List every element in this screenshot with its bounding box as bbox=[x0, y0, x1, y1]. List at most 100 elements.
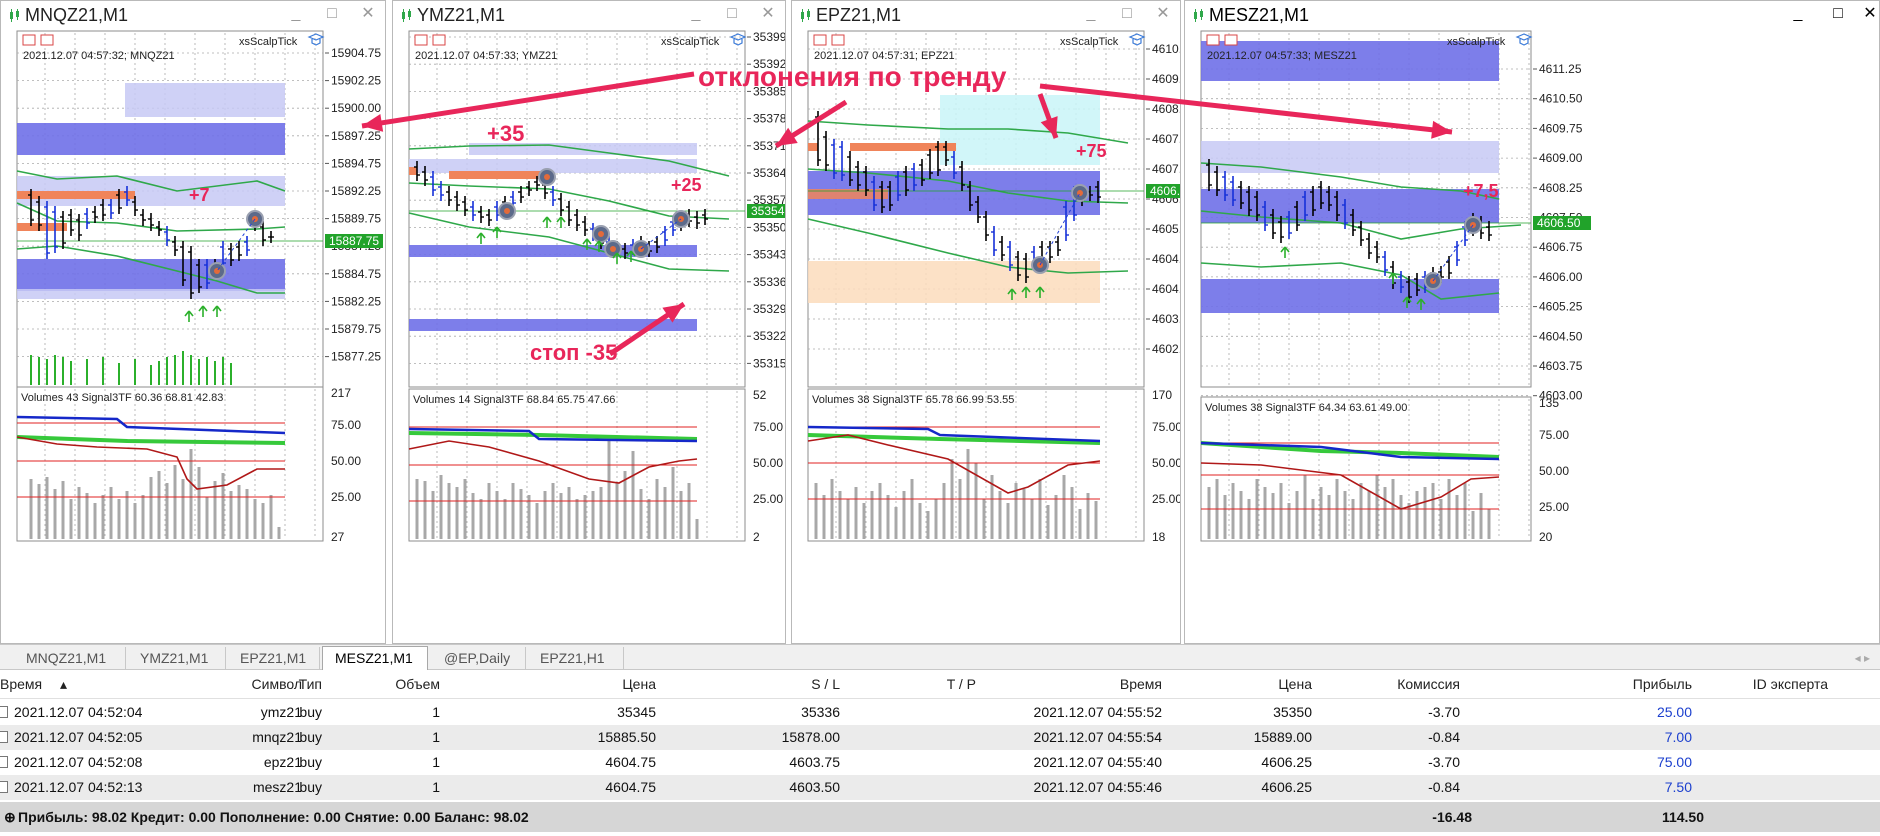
buy-signal-arrow-icon bbox=[476, 232, 486, 244]
window-titlebar[interactable]: EPZ21,M1 _ □ ✕ bbox=[792, 1, 1180, 29]
cell-close-price: 15889.00 bbox=[1253, 729, 1312, 745]
bollinger-line bbox=[807, 120, 1129, 144]
price-axis-label: 15894.75 bbox=[331, 156, 381, 170]
close-button[interactable]: ✕ bbox=[361, 5, 375, 22]
window-titlebar[interactable]: MESZ21,M1 _ □ ✕ bbox=[1185, 1, 1879, 29]
trade-marker-center bbox=[1077, 190, 1083, 196]
header-symbol[interactable]: Символ bbox=[251, 676, 302, 692]
indicator-axis-label: 25.00 bbox=[1539, 500, 1569, 514]
price-zone-band bbox=[17, 289, 285, 299]
minimize-button[interactable]: _ bbox=[1793, 5, 1803, 22]
chart-window-ymz21[interactable]: YMZ21,M1 _ □ ✕ 2021.12.07 04:57:33; YMZ2… bbox=[392, 0, 786, 644]
indicator-axis-label: 50.00 bbox=[753, 456, 783, 470]
cell-sl: 15878.00 bbox=[781, 729, 840, 745]
signal-line-darkred bbox=[408, 440, 698, 484]
chart-caption: 2021.12.07 04:57:32; MNQZ21 bbox=[23, 50, 175, 62]
tab-mnqz21-m1[interactable]: MNQZ21,M1 bbox=[14, 647, 126, 669]
price-axis-label: 35336 bbox=[753, 275, 786, 289]
indicator-name: xsScalpTick bbox=[1447, 36, 1506, 48]
window-titlebar[interactable]: MNQZ21,M1 _ □ ✕ bbox=[1, 1, 385, 29]
chart-window-mnqz21[interactable]: MNQZ21,M1 _ □ ✕ 2021.12.07 04:57:32; MNQ… bbox=[0, 0, 386, 644]
header-close-time[interactable]: Время bbox=[1119, 676, 1162, 692]
buy-signal-arrow-icon bbox=[1402, 296, 1412, 308]
table-row[interactable]: 2021.12.07 04:52:04 ymz21 buy 1 35345 35336 20… bbox=[0, 700, 1880, 725]
header-time[interactable]: Время bbox=[0, 676, 43, 692]
price-axis-label: 35364 bbox=[753, 166, 786, 180]
graduation-cap-icon bbox=[1515, 33, 1533, 46]
price-axis-label: 35357 bbox=[753, 193, 786, 207]
price-axis-label: 35378 bbox=[753, 112, 786, 126]
header-expert-id[interactable]: ID эксперта bbox=[1752, 676, 1828, 692]
cell-profit: 7.00 bbox=[1664, 729, 1692, 745]
indicator-axis-label: 217 bbox=[331, 386, 351, 400]
header-tp[interactable]: T / P bbox=[946, 676, 976, 692]
minimize-button[interactable]: _ bbox=[691, 5, 701, 22]
indicator-axis-label: 25.00 bbox=[331, 490, 361, 504]
indicator-axis-label: 50.00 bbox=[331, 454, 361, 468]
order-level-band bbox=[17, 223, 67, 231]
maximize-button[interactable]: □ bbox=[1833, 5, 1843, 22]
deal-document-icon bbox=[0, 731, 8, 743]
candlestick-icon bbox=[1194, 9, 1203, 22]
indicator-name: xsScalpTick bbox=[1060, 36, 1119, 48]
price-axis-label: 4609.25 bbox=[1152, 72, 1181, 86]
tab-scroll-arrows[interactable]: ◂ ▸ bbox=[1854, 651, 1870, 665]
window-titlebar[interactable]: YMZ21,M1 _ □ ✕ bbox=[393, 1, 785, 29]
price-axis-label: 35385 bbox=[753, 84, 786, 98]
profit-annotation: +7,5 bbox=[1463, 181, 1499, 201]
tab-epz21-h1[interactable]: EPZ21,H1 bbox=[528, 647, 624, 669]
close-button[interactable]: ✕ bbox=[1156, 5, 1170, 22]
price-axis-label: 4607.00 bbox=[1152, 162, 1181, 176]
current-price-label: 4606.50 bbox=[1150, 184, 1181, 198]
table-row[interactable]: 2021.12.07 04:52:13 mesz21 buy 1 4604.75 4603… bbox=[0, 775, 1880, 800]
sort-ascending-icon[interactable]: ▴ bbox=[60, 676, 68, 692]
table-row[interactable]: 2021.12.07 04:52:05 mnqz21 buy 1 15885.50 158… bbox=[0, 725, 1880, 750]
profit-annotation-large: +35 bbox=[487, 121, 524, 146]
chart-canvas[interactable]: 2021.12.07 04:57:31; EPZ21 xsScalpTick 461… bbox=[792, 29, 1181, 644]
graduation-cap-icon bbox=[729, 33, 747, 46]
price-zone-band bbox=[1201, 141, 1499, 173]
header-profit[interactable]: Прибыль bbox=[1632, 676, 1692, 692]
indicator-caption: Volumes 38 Signal3TF 64.34 63.61 49.00 bbox=[1205, 402, 1407, 414]
cell-commission: -0.84 bbox=[1428, 779, 1460, 795]
cell-volume: 1 bbox=[432, 779, 440, 795]
header-volume[interactable]: Объем bbox=[395, 676, 440, 692]
cell-open-time: 2021.12.07 04:52:04 bbox=[14, 704, 143, 720]
graduation-cap-icon bbox=[307, 33, 325, 46]
price-zone-band bbox=[409, 319, 697, 331]
cell-open-price: 15885.50 bbox=[597, 729, 656, 745]
table-row[interactable]: 2021.12.07 04:52:08 epz21 buy 1 4604.75 4603.… bbox=[0, 750, 1880, 775]
maximize-button[interactable]: □ bbox=[1122, 5, 1132, 22]
chart-window-epz21[interactable]: EPZ21,M1 _ □ ✕ 2021.12.07 04:57:31; EPZ2… bbox=[791, 0, 1181, 644]
close-button[interactable]: ✕ bbox=[761, 5, 775, 22]
buy-signal-arrow-icon bbox=[1388, 272, 1398, 284]
header-sl[interactable]: S / L bbox=[811, 676, 840, 692]
minimize-button[interactable]: _ bbox=[1086, 5, 1096, 22]
cell-open-time: 2021.12.07 04:52:05 bbox=[14, 729, 143, 745]
header-type[interactable]: Тип bbox=[298, 676, 322, 692]
header-commission[interactable]: Комиссия bbox=[1397, 676, 1460, 692]
maximize-button[interactable]: □ bbox=[727, 5, 737, 22]
indicator-axis-label: 135 bbox=[1539, 396, 1559, 410]
chart-window-mesz21[interactable]: MESZ21,M1 _ □ ✕ 2021.12.07 04:57:33; MES… bbox=[1184, 0, 1880, 644]
price-axis-label: 15877.25 bbox=[331, 350, 381, 364]
header-close-price[interactable]: Цена bbox=[1278, 676, 1312, 692]
cell-open-time: 2021.12.07 04:52:08 bbox=[14, 754, 143, 770]
minimize-button[interactable]: _ bbox=[291, 5, 301, 22]
chart-canvas[interactable]: 2021.12.07 04:57:33; YMZ21 xsScalpTick 353… bbox=[393, 29, 786, 644]
price-zone-band bbox=[409, 159, 697, 173]
chart-caption: 2021.12.07 04:57:33; YMZ21 bbox=[415, 50, 557, 62]
deal-document-icon bbox=[0, 756, 8, 768]
header-price[interactable]: Цена bbox=[622, 676, 656, 692]
price-axis-label: 4611.25 bbox=[1539, 62, 1582, 76]
chart-canvas[interactable]: 2021.12.07 04:57:32; MNQZ21 xsScalpTick 15… bbox=[1, 29, 386, 644]
chart-canvas[interactable]: 2021.12.07 04:57:33; MESZ21 xsScalpTick 46… bbox=[1185, 29, 1880, 644]
indicator-caption: Volumes 38 Signal3TF 65.78 66.99 53.55 bbox=[812, 394, 1014, 406]
bollinger-line bbox=[1200, 162, 1500, 200]
tab-mesz21-m1[interactable]: MESZ21,M1 bbox=[322, 646, 428, 670]
maximize-button[interactable]: □ bbox=[327, 5, 337, 22]
close-button[interactable]: ✕ bbox=[1863, 5, 1877, 22]
tab--ep-daily[interactable]: @EP,Daily bbox=[432, 647, 526, 669]
tab-ymz21-m1[interactable]: YMZ21,M1 bbox=[128, 647, 226, 669]
tab-epz21-m1[interactable]: EPZ21,M1 bbox=[228, 647, 320, 669]
